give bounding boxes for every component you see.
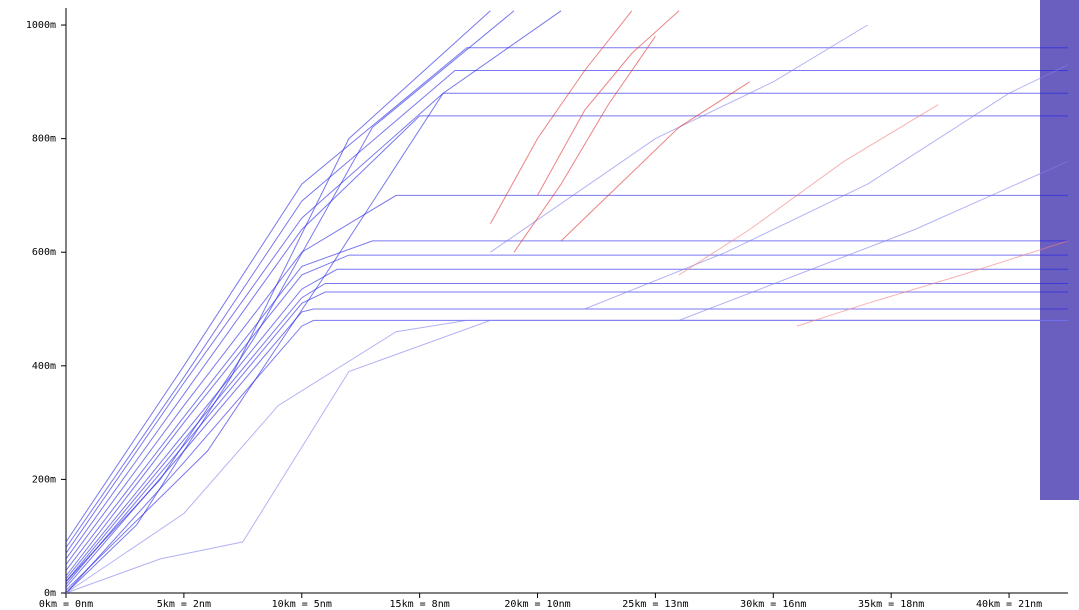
x-tick-label: 0km = 0nm — [39, 599, 93, 610]
series-line-19 — [584, 64, 1069, 310]
tick-layer: 0km = 0nm 5km = 2nm 10km = 5nm 15km = 8nm 20… — [26, 20, 1042, 610]
y-tick-label: 0m — [44, 588, 56, 599]
x-tick-label: 20km = 10nm — [504, 599, 570, 610]
series-line-6 — [65, 254, 1068, 577]
x-tick-label: 30km = 16nm — [740, 599, 806, 610]
series-line-4 — [65, 283, 1068, 582]
x-tick-label: 35km = 18nm — [858, 599, 924, 610]
series-line-13 — [65, 10, 491, 594]
y-tick-label: 200m — [32, 474, 56, 485]
series-layer — [65, 10, 1069, 594]
series-line-16 — [65, 319, 1068, 594]
series-line-26 — [796, 240, 1069, 327]
y-tick-label: 800m — [32, 134, 56, 145]
inset-image-background — [1040, 0, 1079, 500]
series-line-14 — [65, 10, 515, 582]
y-tick-label: 1000m — [26, 20, 56, 31]
x-tick-label: 5km = 2nm — [157, 599, 211, 610]
series-line-21 — [489, 10, 633, 225]
series-line-8 — [65, 194, 1068, 565]
x-tick-label: 10km = 5nm — [272, 599, 332, 610]
series-line-3 — [65, 291, 1068, 585]
series-line-24 — [560, 81, 750, 242]
series-line-25 — [678, 104, 939, 276]
series-line-10 — [65, 92, 1068, 554]
series-line-9 — [65, 115, 1068, 560]
x-tick-label: 25km = 13nm — [622, 599, 688, 610]
series-line-7 — [65, 240, 1068, 571]
series-line-17 — [65, 319, 1068, 594]
series-line-11 — [65, 70, 1068, 548]
series-line-5 — [65, 268, 1068, 580]
x-tick-label: 15km = 8nm — [390, 599, 450, 610]
x-tick-label: 40km = 21nm — [976, 599, 1042, 610]
series-line-15 — [65, 10, 562, 591]
series-line-1 — [65, 319, 1068, 594]
series-line-23 — [537, 10, 680, 196]
series-line-22 — [513, 36, 656, 253]
series-line-2 — [65, 308, 1068, 588]
series-line-12 — [65, 47, 1068, 543]
y-tick-label: 400m — [32, 361, 56, 372]
series-line-18 — [490, 24, 868, 253]
y-tick-label: 600m — [32, 247, 56, 258]
series-line-20 — [678, 160, 1069, 321]
